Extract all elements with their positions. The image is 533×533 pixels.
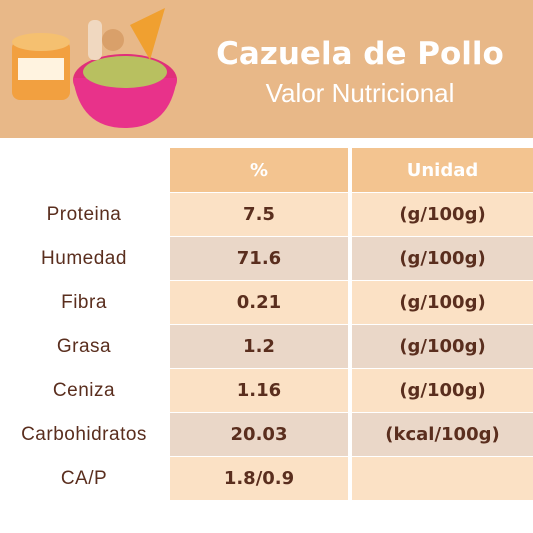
- title: Cazuela de Pollo: [216, 36, 504, 72]
- value-cell: (kcal/100g): [352, 413, 533, 456]
- value-cell: (g/100g): [352, 325, 533, 368]
- row-label: Humedad: [41, 247, 127, 269]
- header-cell: Unidad: [352, 148, 533, 192]
- value-cell: 0.21: [170, 281, 348, 324]
- subtitle: Valor Nutricional: [265, 78, 455, 108]
- value-cell: (g/100g): [352, 369, 533, 412]
- row-label: CA/P: [60, 467, 108, 489]
- row-label: Ceniza: [52, 379, 116, 401]
- row-label: Proteina: [46, 203, 122, 225]
- value-cell: 7.5: [170, 193, 348, 236]
- value-cell: 1.16: [170, 369, 348, 412]
- row-label: Grasa: [56, 335, 112, 357]
- value-cell: 71.6: [170, 237, 348, 280]
- row-label: Carbohidratos: [21, 423, 147, 445]
- value-cell: 1.2: [170, 325, 348, 368]
- header-cell: %: [170, 148, 348, 192]
- product-image: [12, 8, 177, 128]
- value-cell: (g/100g): [352, 237, 533, 280]
- value-cell: 20.03: [170, 413, 348, 456]
- empty-cell: [352, 457, 533, 500]
- value-cell: 1.8/0.9: [170, 457, 348, 500]
- value-cell: (g/100g): [352, 281, 533, 324]
- value-cell: (g/100g): [352, 193, 533, 236]
- header-band: Cazuela de Pollo Valor Nutricional: [0, 0, 533, 138]
- row-label: Fibra: [61, 291, 107, 313]
